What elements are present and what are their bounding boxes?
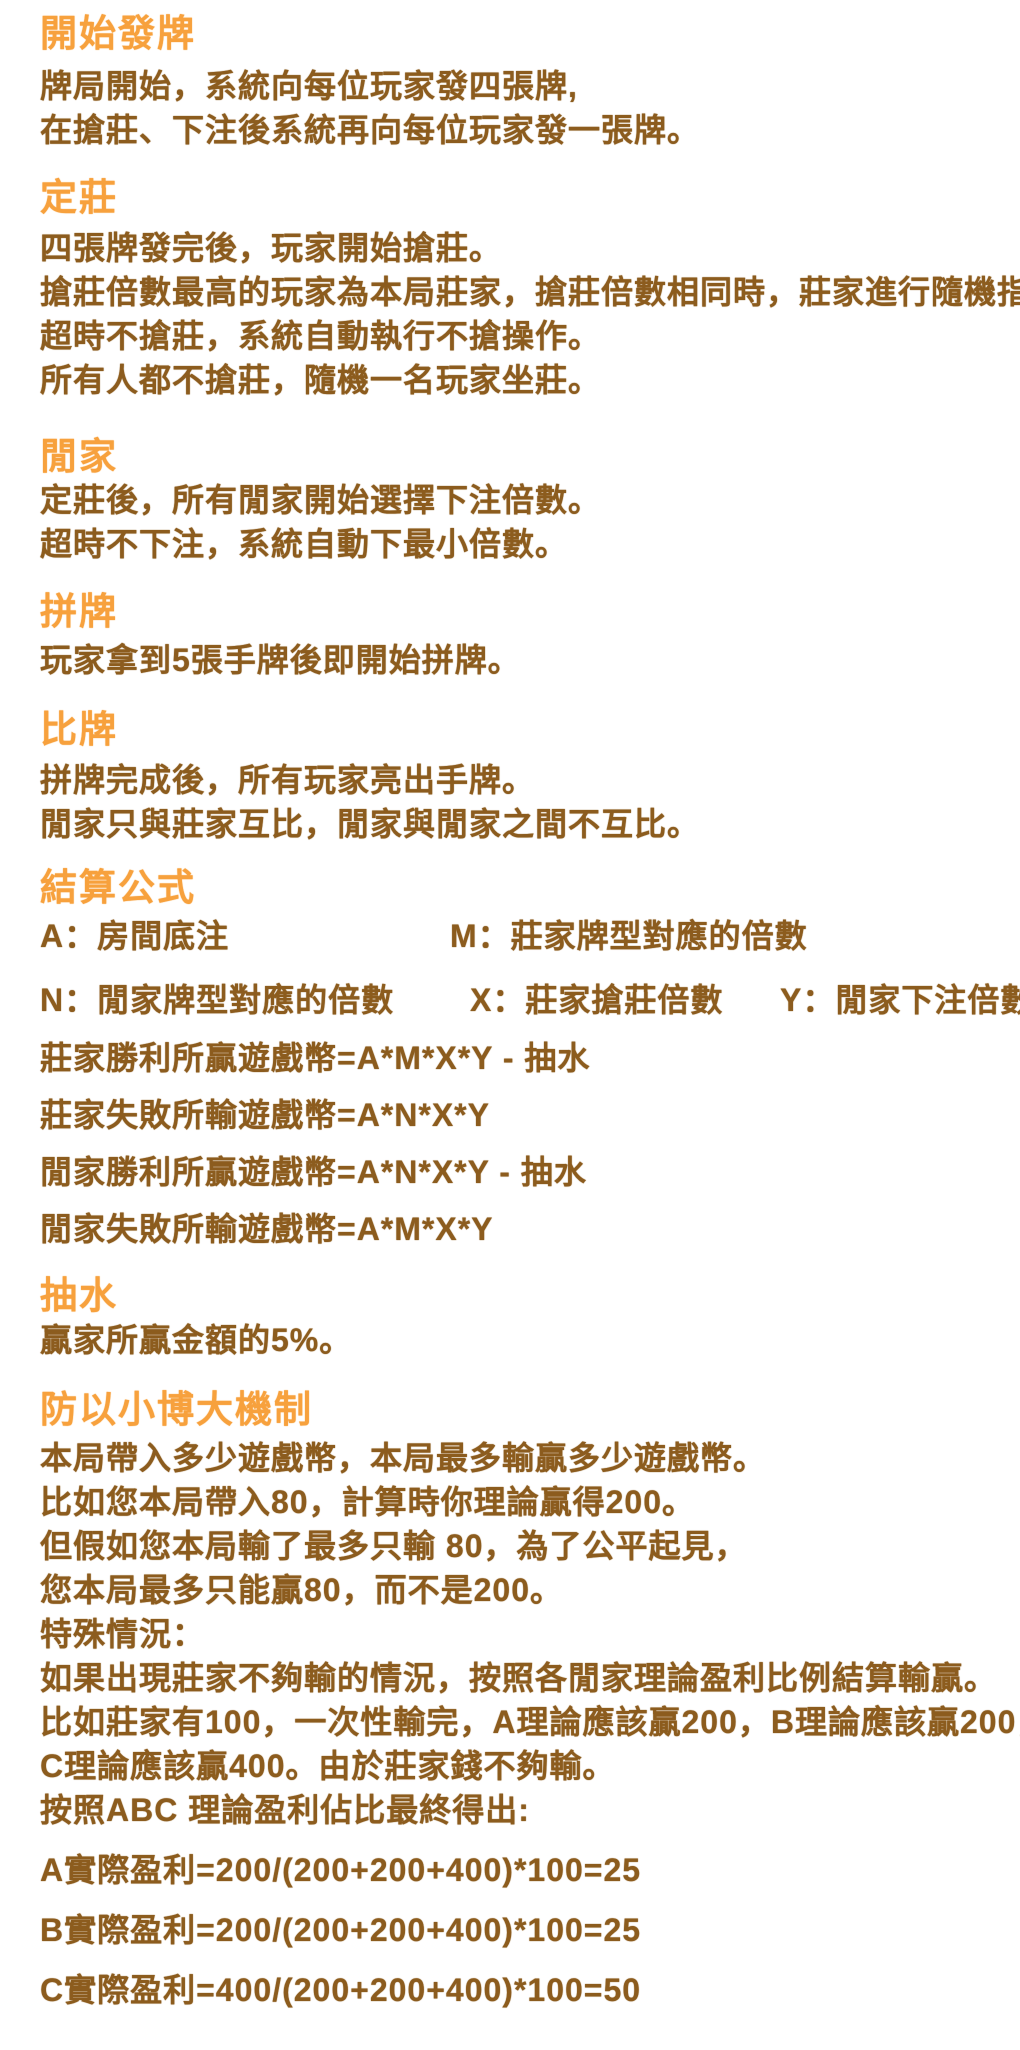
rule-line: 比如莊家有100，一次性輸完，A理論應該贏200，B理論應該贏200，	[40, 1704, 1020, 1740]
rule-line: 按照ABC 理論盈利佔比最終得出:	[40, 1792, 530, 1828]
section-title-deal: 開始發牌	[40, 13, 196, 54]
formula-line: C實際盈利=400/(200+200+400)*100=50	[40, 1972, 642, 2008]
formula-line: 閒家失敗所輸遊戲幣=A*M*X*Y	[40, 1211, 494, 1247]
var-def-n: N：閒家牌型對應的倍數	[40, 982, 395, 1018]
section-title-anti-smallbet: 防以小博大機制	[40, 1389, 313, 1430]
formula-line: 莊家失敗所輸遊戲幣=A*N*X*Y	[40, 1097, 490, 1133]
section-players-body: 定莊後，所有閒家開始選擇下注倍數。 超時不下注，系統自動下最小倍數。	[40, 478, 601, 566]
settlement-formulas: 莊家勝利所贏遊戲幣=A*M*X*Y - 抽水 莊家失敗所輸遊戲幣=A*N*X*Y…	[40, 1030, 590, 1258]
rule-line: 超時不下注，系統自動下最小倍數。	[40, 526, 569, 562]
section-title-arrange: 拼牌	[40, 591, 118, 632]
formula-line: A實際盈利=200/(200+200+400)*100=25	[40, 1852, 642, 1888]
rule-line: 在搶莊、下注後系統再向每位玩家發一張牌。	[40, 112, 701, 148]
section-anti-smallbet-body: 本局帶入多少遊戲幣，本局最多輸贏多少遊戲幣。 比如您本局帶入80，計算時你理論贏…	[40, 1436, 1020, 1832]
section-title-rake: 抽水	[40, 1275, 118, 1316]
section-arrange-body: 玩家拿到5張手牌後即開始拼牌。	[40, 638, 521, 682]
rule-line: 搶莊倍數最高的玩家為本局莊家，搶莊倍數相同時，莊家進行隨機指定。	[40, 274, 1020, 310]
section-title-formula: 結算公式	[40, 867, 196, 908]
var-def-y: Y：閒家下注倍數	[780, 982, 1020, 1018]
rule-line: 您本局最多只能贏80，而不是200。	[40, 1572, 563, 1608]
rule-line: 玩家拿到5張手牌後即開始拼牌。	[40, 642, 521, 678]
var-def-m: M：莊家牌型對應的倍數	[450, 918, 808, 954]
section-deal-body: 牌局開始，系統向每位玩家發四張牌, 在搶莊、下注後系統再向每位玩家發一張牌。	[40, 64, 700, 152]
section-title-compare: 比牌	[40, 709, 118, 750]
rule-line: 特殊情況：	[40, 1616, 206, 1652]
rule-line: 贏家所贏金額的5%。	[40, 1322, 353, 1358]
var-def-x: X：莊家搶莊倍數	[470, 982, 724, 1018]
rule-line: 四張牌發完後，玩家開始搶莊。	[40, 230, 503, 266]
var-def-a: A：房間底注	[40, 918, 230, 954]
formula-line: 莊家勝利所贏遊戲幣=A*M*X*Y - 抽水	[40, 1040, 591, 1076]
rule-line: 牌局開始，系統向每位玩家發四張牌,	[40, 68, 578, 104]
rule-line: 本局帶入多少遊戲幣，本局最多輸贏多少遊戲幣。	[40, 1440, 767, 1476]
section-title-players: 閒家	[40, 436, 118, 477]
rule-line: 閒家只與莊家互比，閒家與閒家之間不互比。	[40, 806, 701, 842]
rule-line: 定莊後，所有閒家開始選擇下注倍數。	[40, 482, 602, 518]
rule-line: 所有人都不搶莊，隨機一名玩家坐莊。	[40, 362, 602, 398]
rule-line: 超時不搶莊，系統自動執行不搶操作。	[40, 318, 602, 354]
section-banker-decide-body: 四張牌發完後，玩家開始搶莊。 搶莊倍數最高的玩家為本局莊家，搶莊倍數相同時，莊家…	[40, 226, 1020, 402]
section-compare-body: 拼牌完成後，所有玩家亮出手牌。 閒家只與莊家互比，閒家與閒家之間不互比。	[40, 758, 700, 846]
rule-line: 拼牌完成後，所有玩家亮出手牌。	[40, 762, 536, 798]
rule-line: C理論應該贏400。由於莊家錢不夠輸。	[40, 1748, 616, 1784]
formula-line: 閒家勝利所贏遊戲幣=A*N*X*Y - 抽水	[40, 1154, 587, 1190]
formula-line: B實際盈利=200/(200+200+400)*100=25	[40, 1912, 642, 1948]
section-rake-body: 贏家所贏金額的5%。	[40, 1318, 352, 1362]
rule-line: 如果出現莊家不夠輸的情況，按照各閒家理論盈利比例結算輸贏。	[40, 1660, 998, 1696]
rule-line: 比如您本局帶入80，計算時你理論贏得200。	[40, 1484, 695, 1520]
actual-profit-formulas: A實際盈利=200/(200+200+400)*100=25 B實際盈利=200…	[40, 1840, 641, 2020]
rule-line: 但假如您本局輸了最多只輸 80，為了公平起見，	[40, 1528, 748, 1564]
section-title-banker-decide: 定莊	[40, 177, 118, 218]
